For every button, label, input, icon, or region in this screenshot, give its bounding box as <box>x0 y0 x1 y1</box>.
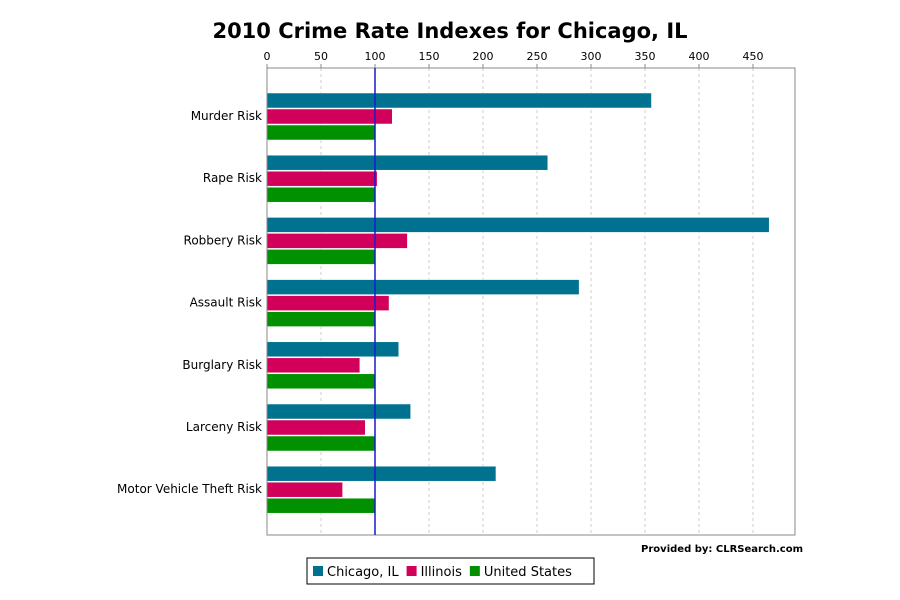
plot-area-border <box>266 67 796 536</box>
category-label: Motor Vehicle Theft Risk <box>117 482 262 496</box>
category-label: Robbery Risk <box>184 233 263 247</box>
bar-united-states-5 <box>266 435 376 452</box>
bar-illinois-0 <box>266 108 393 125</box>
bar-chicago-il-0 <box>266 92 652 109</box>
x-tick-label: 50 <box>314 50 328 63</box>
legend: Chicago, IL Illinois United States <box>306 557 595 585</box>
x-tick-label: 400 <box>689 50 710 63</box>
legend-swatch <box>406 566 417 576</box>
x-tick-label: 350 <box>635 50 656 63</box>
legend-box <box>306 557 595 585</box>
credit-text: Provided by: CLRSearch.com <box>641 544 803 555</box>
bar-united-states-3 <box>266 311 376 327</box>
legend-label: United States <box>484 565 572 580</box>
x-tick-label: 150 <box>419 50 440 63</box>
category-label: Rape Risk <box>203 171 262 185</box>
legend-label: Chicago, IL <box>327 565 399 580</box>
bar-illinois-2 <box>266 233 408 249</box>
bar-united-states-6 <box>266 497 376 514</box>
bar-chicago-il-3 <box>266 279 580 295</box>
legend-label: Illinois <box>421 565 462 580</box>
bar-chicago-il-4 <box>266 341 400 358</box>
bar-chicago-il-1 <box>266 154 549 171</box>
bar-chicago-il-6 <box>266 465 497 482</box>
legend-swatch <box>469 566 480 576</box>
legend-swatch <box>313 566 323 576</box>
bar-chicago-il-5 <box>266 403 411 420</box>
bar-united-states-0 <box>266 124 376 141</box>
x-tick-label: 250 <box>527 50 548 63</box>
bar-illinois-6 <box>266 481 343 498</box>
chart-title: 2010 Crime Rate Indexes for Chicago, IL <box>212 19 687 43</box>
bar-united-states-1 <box>266 186 376 203</box>
x-tick-label: 300 <box>581 50 602 63</box>
bar-illinois-3 <box>266 295 390 311</box>
bar-united-states-4 <box>266 373 376 390</box>
bar-chicago-il-2 <box>266 217 770 233</box>
x-tick-label: 200 <box>473 50 494 63</box>
bar-united-states-2 <box>266 249 376 265</box>
bar-illinois-5 <box>266 419 366 436</box>
bar-illinois-4 <box>266 357 361 374</box>
category-label: Murder Risk <box>191 109 262 123</box>
x-tick-label: 450 <box>743 50 764 63</box>
category-label: Burglary Risk <box>182 358 262 372</box>
x-tick-label: 0 <box>264 50 271 63</box>
bar-illinois-1 <box>266 170 378 187</box>
category-label: Larceny Risk <box>186 420 262 434</box>
category-label: Assault Risk <box>190 296 262 310</box>
x-tick-label: 100 <box>365 50 386 63</box>
